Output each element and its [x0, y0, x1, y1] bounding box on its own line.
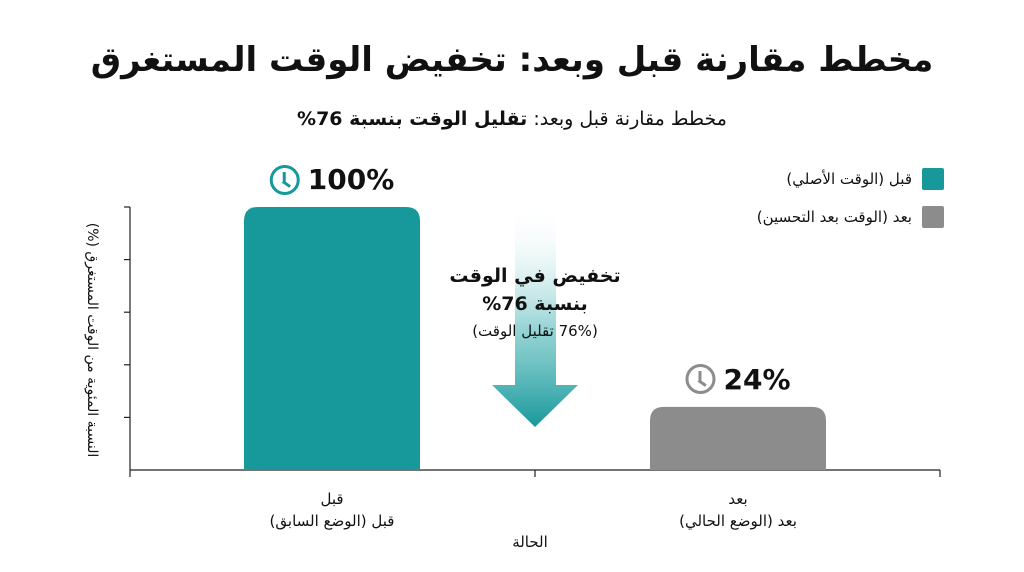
- subtitle-emphasis: تقليل الوقت بنسبة 76%: [297, 108, 528, 130]
- annotation-line1: تخفيض في الوقت: [449, 265, 621, 287]
- reduction-arrow: [492, 205, 578, 427]
- legend-item-after: بعد (الوقت بعد التحسين): [757, 206, 944, 228]
- bar-data-label-before: 100%: [269, 163, 395, 196]
- chart-legend: قبل (الوقت الأصلي) بعد (الوقت بعد التحسي…: [757, 168, 944, 244]
- x-sublabel-before: قبل (الوضع السابق): [269, 512, 395, 530]
- legend-swatch-before: [922, 168, 944, 190]
- bar-value-before: 100%: [307, 163, 395, 196]
- chart-title: مخطط مقارنة قبل وبعد: تخفيض الوقت المستغ…: [90, 40, 934, 80]
- x-tick-label-after: بعد: [728, 490, 748, 508]
- x-axis-label: الحالة: [512, 533, 548, 551]
- bar-after: [650, 406, 826, 470]
- bar-before: [244, 207, 420, 470]
- bars-group: [244, 207, 826, 470]
- chart-subtitle: مخطط مقارنة قبل وبعد: تقليل الوقت بنسبة …: [0, 108, 1024, 130]
- legend-swatch-after: [922, 206, 944, 228]
- bar-data-label-after: 24%: [685, 362, 791, 396]
- x-category-before: قبل قبل (الوضع السابق): [202, 488, 462, 532]
- x-tick-label-before: قبل: [320, 490, 344, 508]
- clock-icon: [685, 364, 716, 395]
- reduction-annotation: تخفيض في الوقت بنسبة 76% (76% تقليل الوق…: [420, 262, 650, 344]
- legend-label-after: بعد (الوقت بعد التحسين): [756, 208, 912, 226]
- clock-icon: [269, 164, 300, 195]
- y-axis-label: النسبة المئوية من الوقت المستغرق (%): [84, 222, 100, 458]
- x-sublabel-after: بعد (الوضع الحالي): [679, 512, 797, 530]
- annotation-line2: بنسبة 76%: [482, 293, 588, 315]
- annotation-line3: (76% تقليل الوقت): [472, 322, 598, 340]
- legend-item-before: قبل (الوقت الأصلي): [757, 168, 944, 190]
- subtitle-prefix: مخطط مقارنة قبل وبعد:: [527, 108, 727, 130]
- x-category-after: بعد بعد (الوضع الحالي): [608, 488, 868, 532]
- bar-value-after: 24%: [723, 362, 791, 396]
- legend-label-before: قبل (الوقت الأصلي): [786, 170, 912, 188]
